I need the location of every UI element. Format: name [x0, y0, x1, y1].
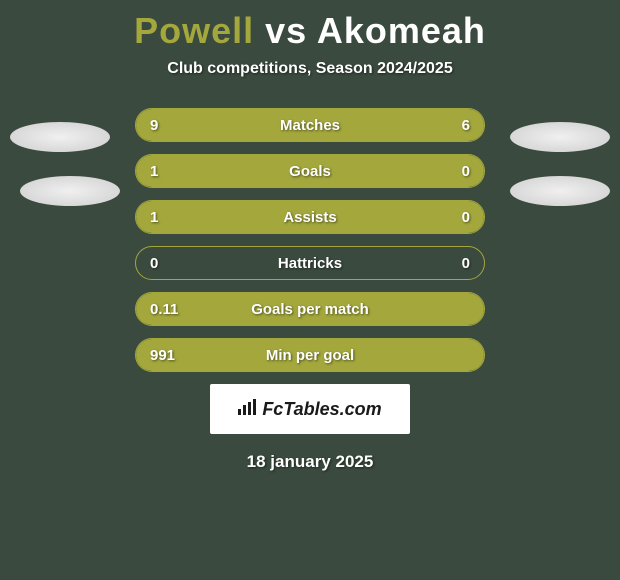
stat-row: 991Min per goal [135, 338, 485, 372]
decorative-ellipse [510, 176, 610, 206]
comparison-title: Powell vs Akomeah [0, 0, 620, 52]
stat-row: 0Hattricks0 [135, 246, 485, 280]
player2-name: Akomeah [317, 10, 486, 51]
stat-row: 9Matches6 [135, 108, 485, 142]
stat-value-right: 0 [462, 209, 470, 226]
decorative-ellipse [20, 176, 120, 206]
stat-label: Min per goal [136, 347, 484, 364]
stat-label: Assists [136, 209, 484, 226]
stat-label: Hattricks [136, 255, 484, 272]
stat-value-right: 0 [462, 255, 470, 272]
stat-value-right: 0 [462, 163, 470, 180]
chart-icon [238, 399, 258, 420]
decorative-ellipse [10, 122, 110, 152]
logo-text: FcTables.com [238, 399, 381, 420]
logo-box: FcTables.com [210, 384, 410, 434]
subtitle: Club competitions, Season 2024/2025 [0, 60, 620, 78]
stat-label: Goals per match [136, 301, 484, 318]
stat-label: Matches [136, 117, 484, 134]
vs-text: vs [265, 10, 307, 51]
stat-row: 0.11Goals per match [135, 292, 485, 326]
stat-row: 1Assists0 [135, 200, 485, 234]
date-text: 18 january 2025 [0, 452, 620, 472]
logo-label: FcTables.com [262, 399, 381, 420]
stat-row: 1Goals0 [135, 154, 485, 188]
stat-value-right: 6 [462, 117, 470, 134]
stat-label: Goals [136, 163, 484, 180]
decorative-ellipse [510, 122, 610, 152]
player1-name: Powell [134, 10, 254, 51]
stats-container: 9Matches61Goals01Assists00Hattricks00.11… [135, 108, 485, 372]
